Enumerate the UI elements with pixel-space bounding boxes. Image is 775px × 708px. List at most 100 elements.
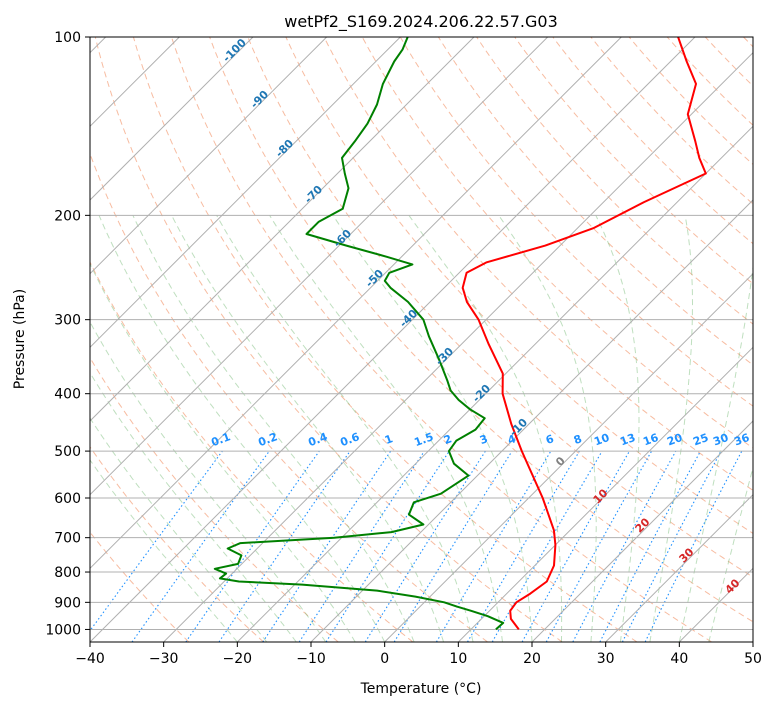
- moist-adiabat: [216, 215, 474, 642]
- moist-adiabat: [90, 262, 356, 642]
- moist-adiabat: [98, 215, 386, 642]
- mixing-ratio-label: 36: [732, 431, 751, 449]
- dry-adiabat: [514, 37, 753, 285]
- temperature-line: [461, 37, 707, 631]
- plot-background: [90, 37, 753, 642]
- x-tick-label: 30: [597, 651, 615, 667]
- mixing-ratio-label: 20: [665, 431, 684, 449]
- y-tick-label: 600: [54, 491, 81, 507]
- mixing-ratio-line: [545, 450, 653, 642]
- mixing-ratio-label: 0.4: [306, 430, 329, 449]
- isotherm-line: [752, 641, 753, 642]
- isotherm-line: [90, 37, 622, 570]
- mixing-ratio-line: [644, 450, 743, 642]
- dry-adiabat: [171, 37, 712, 642]
- mixing-ratio-line: [131, 450, 270, 642]
- dewpoint-line: [213, 37, 505, 631]
- x-tick-label: 0: [380, 651, 389, 667]
- moist-adiabat: [90, 371, 297, 642]
- y-tick-label: 400: [54, 387, 81, 403]
- moist-adiabat: [171, 215, 445, 642]
- isotherm-line: [384, 272, 753, 642]
- moist-adiabat: [90, 417, 268, 642]
- isotherm-line: [310, 199, 753, 642]
- moist-adiabat: [90, 321, 327, 642]
- x-tick-label: −20: [223, 651, 253, 667]
- x-tick-label: −30: [149, 651, 179, 667]
- x-axis-label: Temperature (°C): [360, 681, 482, 697]
- mixing-ratio-line: [90, 450, 223, 632]
- background-lines: [90, 37, 753, 642]
- y-tick-label: 100: [54, 30, 81, 46]
- isotherm-line: [90, 37, 696, 642]
- dry-adiabat: [132, 37, 638, 642]
- mixing-ratio-label: 0.6: [338, 430, 361, 449]
- dry-adiabat: [90, 446, 264, 642]
- isotherm-line: [90, 37, 328, 275]
- y-tick-label: 300: [54, 313, 81, 329]
- mixing-ratio-line: [325, 450, 450, 642]
- y-tick-label: 500: [54, 444, 81, 460]
- isotherm-line: [531, 420, 753, 642]
- y-tick-label: 800: [54, 565, 81, 581]
- mixing-ratio-line: [572, 450, 677, 642]
- moist-adiabat: [90, 459, 238, 642]
- dry-adiabat: [90, 356, 339, 642]
- mixing-ratio-label: 1: [383, 432, 395, 447]
- y-tick-label: 700: [54, 531, 81, 547]
- mixing-ratio-label: 0.1: [209, 430, 232, 449]
- y-axis-label: Pressure (hPa): [12, 289, 28, 389]
- mixing-ratio-line: [521, 450, 630, 642]
- x-tick-label: −10: [296, 651, 326, 667]
- x-tick-label: 50: [744, 651, 762, 667]
- y-axis: 100 200 300 400 500 600 700 800 900 1000: [45, 30, 90, 638]
- mixing-ratio-line: [298, 450, 425, 642]
- x-tick-label: −40: [75, 651, 105, 667]
- chart-title: wetPf2_S169.2024.206.22.57.G03: [284, 12, 558, 32]
- mixing-ratio-label: 10: [592, 431, 611, 449]
- mixing-ratio-label: 25: [691, 431, 710, 448]
- isotherm-line: [90, 37, 254, 201]
- mixing-ratio-line: [218, 450, 351, 642]
- mixing-ratio-label: 0.2: [256, 430, 279, 449]
- moist-adiabat: [408, 215, 563, 642]
- mixing-ratio-label: 3: [478, 432, 490, 447]
- moist-adiabat: [332, 215, 533, 642]
- dry-adiabat: [285, 37, 753, 535]
- isotherm-line: [90, 37, 401, 349]
- dry-adiabat: [476, 37, 753, 325]
- moist-adiabat: [132, 215, 415, 642]
- x-axis: −40 −30 −20 −10 0 10 20 30 40 50: [75, 642, 762, 667]
- moist-adiabat: [649, 215, 693, 642]
- mixing-ratio-label: 13: [618, 431, 637, 448]
- mixing-ratio-line: [393, 450, 513, 642]
- mixing-ratio-label: 1.5: [412, 430, 435, 449]
- y-tick-label: 1000: [45, 622, 81, 638]
- dry-adiabat: [90, 260, 414, 642]
- mixing-ratio-line: [185, 450, 320, 642]
- mixing-ratio-label: 6: [544, 432, 556, 447]
- isotherm-line: [236, 125, 753, 642]
- sounding-lines: [213, 37, 707, 631]
- y-tick-label: 900: [54, 595, 81, 611]
- mixing-ratio-label: 8: [572, 432, 584, 447]
- isotherm-line: [605, 493, 753, 642]
- isotherm-line: [90, 37, 475, 422]
- x-tick-label: 40: [670, 651, 688, 667]
- x-tick-label: 20: [523, 651, 541, 667]
- dry-adiabat: [94, 37, 563, 642]
- mixing-ratio-label: 2: [442, 432, 454, 447]
- moist-adiabat: [678, 263, 753, 642]
- isotherm-line: [90, 37, 549, 496]
- moist-adiabat: [269, 215, 503, 642]
- dry-adiabat: [323, 37, 753, 491]
- dry-adiabat: [247, 37, 753, 578]
- mixing-ratio-label: 30: [711, 431, 730, 449]
- mixing-ratio-label: 16: [641, 431, 660, 449]
- dry-adiabat: [209, 37, 753, 623]
- mixing-ratio-label: 4: [506, 432, 518, 447]
- plot-frame: [89, 36, 754, 643]
- moist-adiabat: [595, 215, 640, 642]
- isotherm-line: [457, 346, 753, 642]
